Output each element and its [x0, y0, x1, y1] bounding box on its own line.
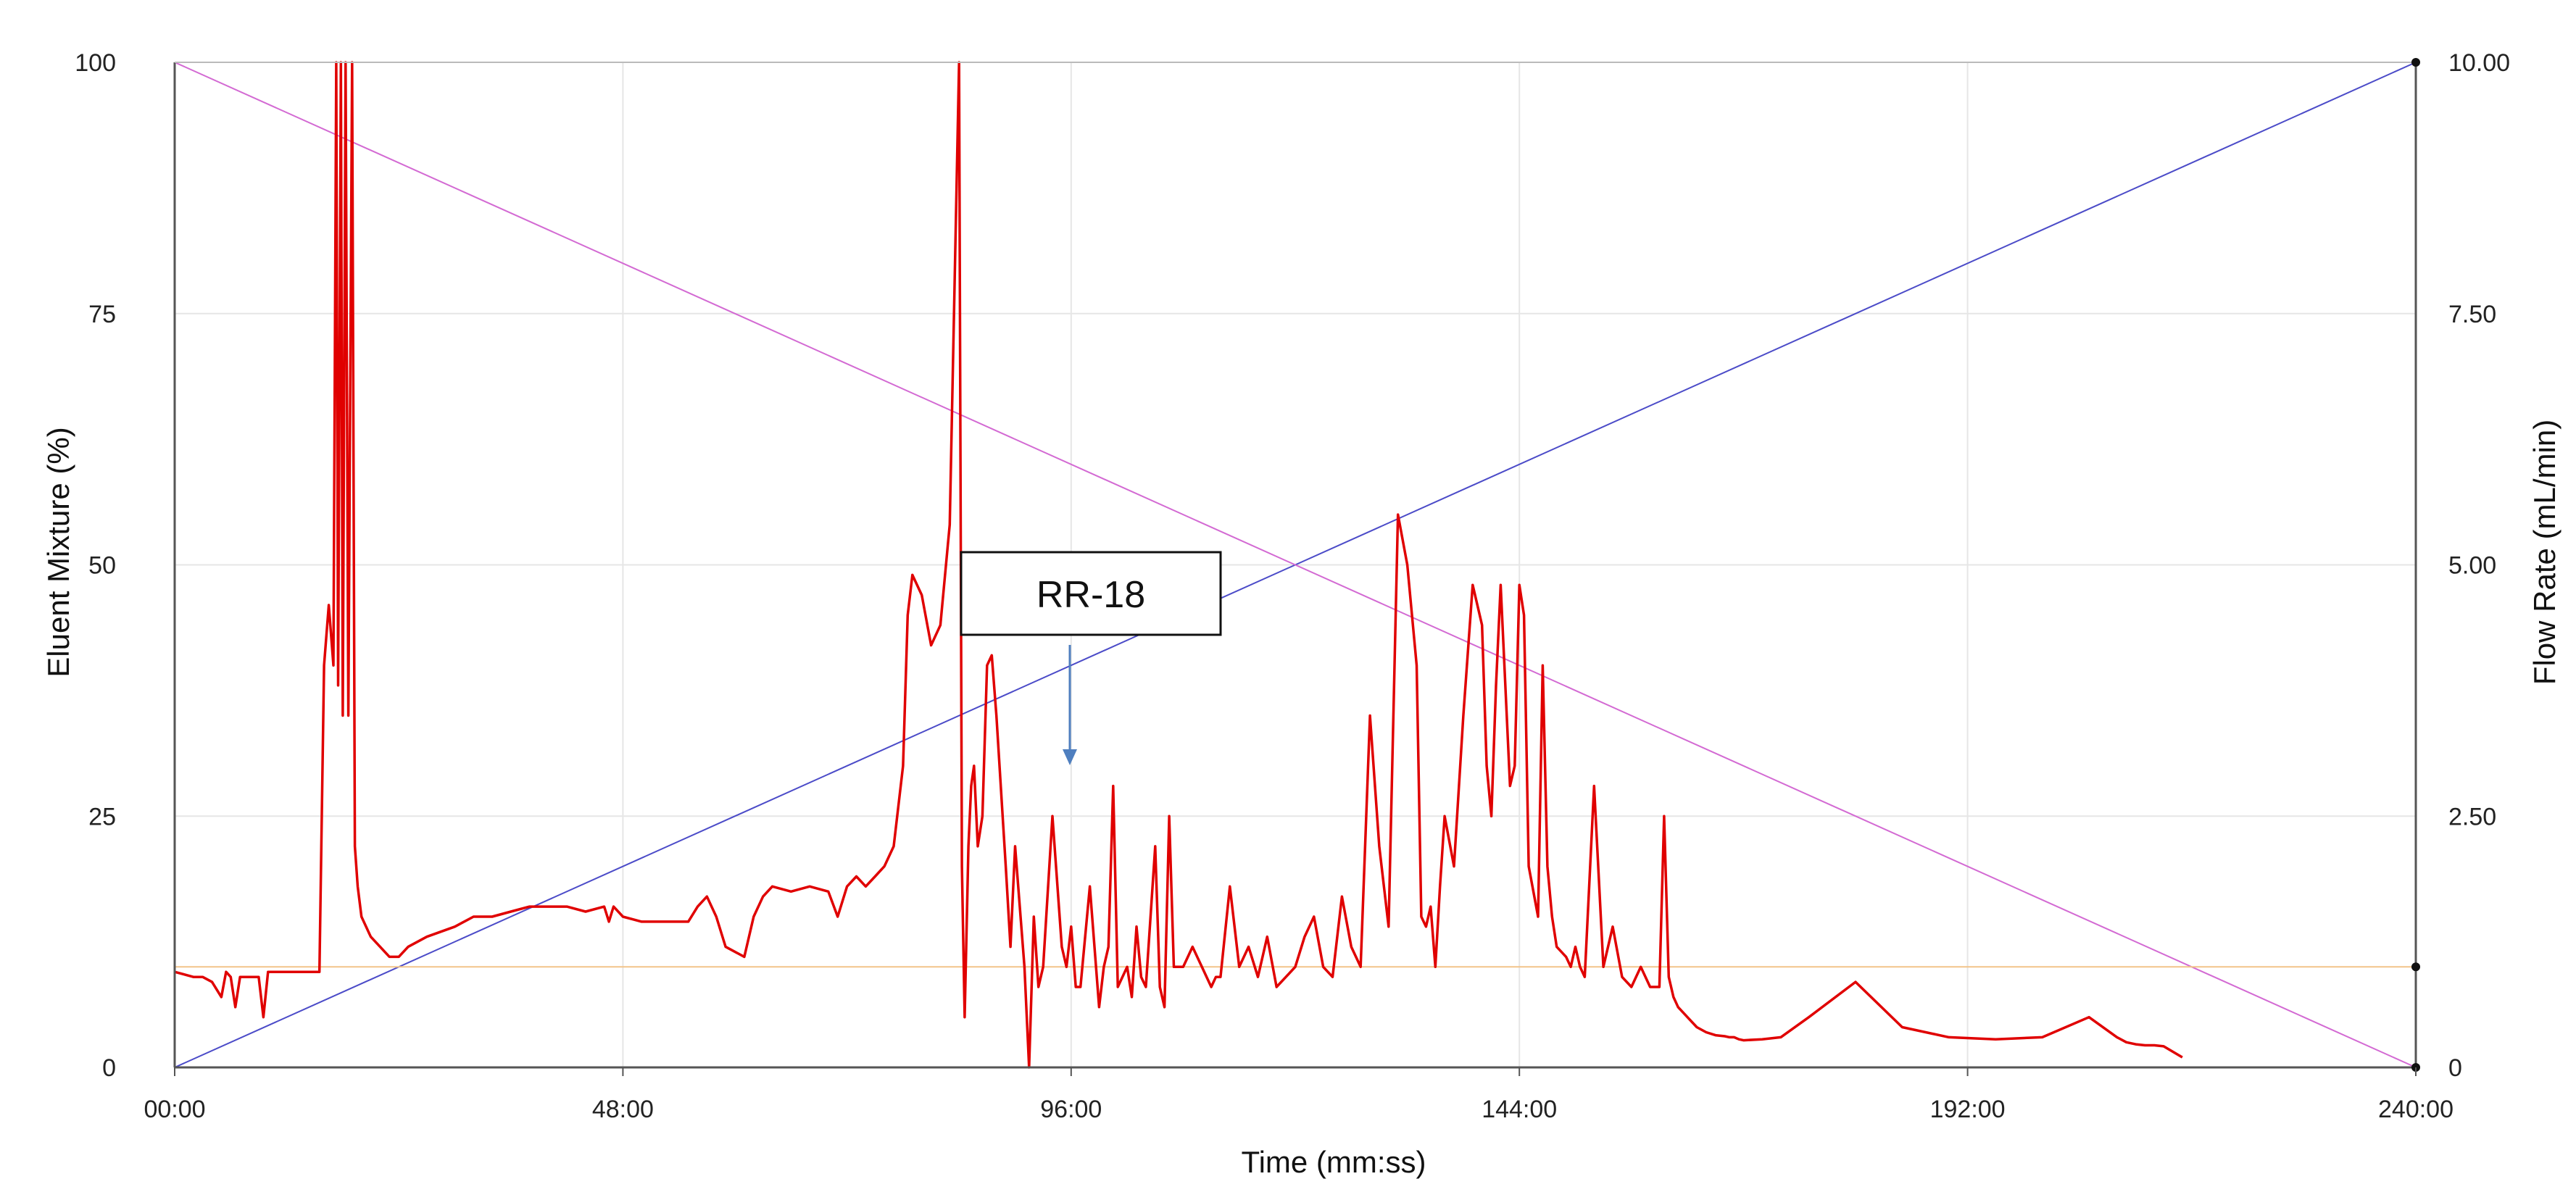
y2-axis-title: Flow Rate (mL/min)	[2527, 420, 2562, 685]
absorbance-trace	[174, 61, 2183, 1069]
x-tick-label: 96:00	[1040, 1096, 1102, 1123]
solvent-a-gradient-line	[174, 62, 2417, 1068]
annotation-box	[960, 551, 1222, 636]
y-tick-label: 75	[88, 301, 116, 328]
peak-annotation: RR-18	[960, 551, 1222, 765]
y2-tick-label: 0	[2448, 1054, 2462, 1082]
y2-tick-label: 10.00	[2448, 49, 2510, 77]
y-tick-label: 100	[75, 49, 116, 77]
tick-labels: 00:00 48:00 96:00 144:00 192:00 240:00 0 25 50 75…	[75, 49, 2510, 1123]
axes	[173, 58, 2420, 1072]
x-tick-label: 144:00	[1482, 1096, 1557, 1123]
y-tick-label: 25	[88, 803, 116, 830]
series-layer	[174, 61, 2417, 1069]
y2-tick-label: 2.50	[2448, 803, 2496, 830]
x-tick-label: 192:00	[1930, 1096, 2006, 1123]
x-tick-label: 48:00	[592, 1096, 654, 1123]
axis-marker-dot	[2411, 962, 2420, 972]
x-axis-title: Time (mm:ss)	[1241, 1145, 1426, 1179]
y2-tick-label: 5.00	[2448, 552, 2496, 580]
y-tick-label: 0	[102, 1054, 116, 1082]
y-tick-label: 50	[88, 552, 116, 580]
x-tick-label: 00:00	[144, 1096, 205, 1123]
annotation-arrow-head	[1063, 749, 1077, 765]
annotation-label: RR-18	[1036, 574, 1145, 616]
y2-tick-label: 7.50	[2448, 301, 2496, 328]
y-axis-title: Eluent Mixture (%)	[41, 427, 75, 677]
x-tick-label: 240:00	[2378, 1096, 2454, 1123]
axis-marker-dot	[2411, 58, 2420, 67]
